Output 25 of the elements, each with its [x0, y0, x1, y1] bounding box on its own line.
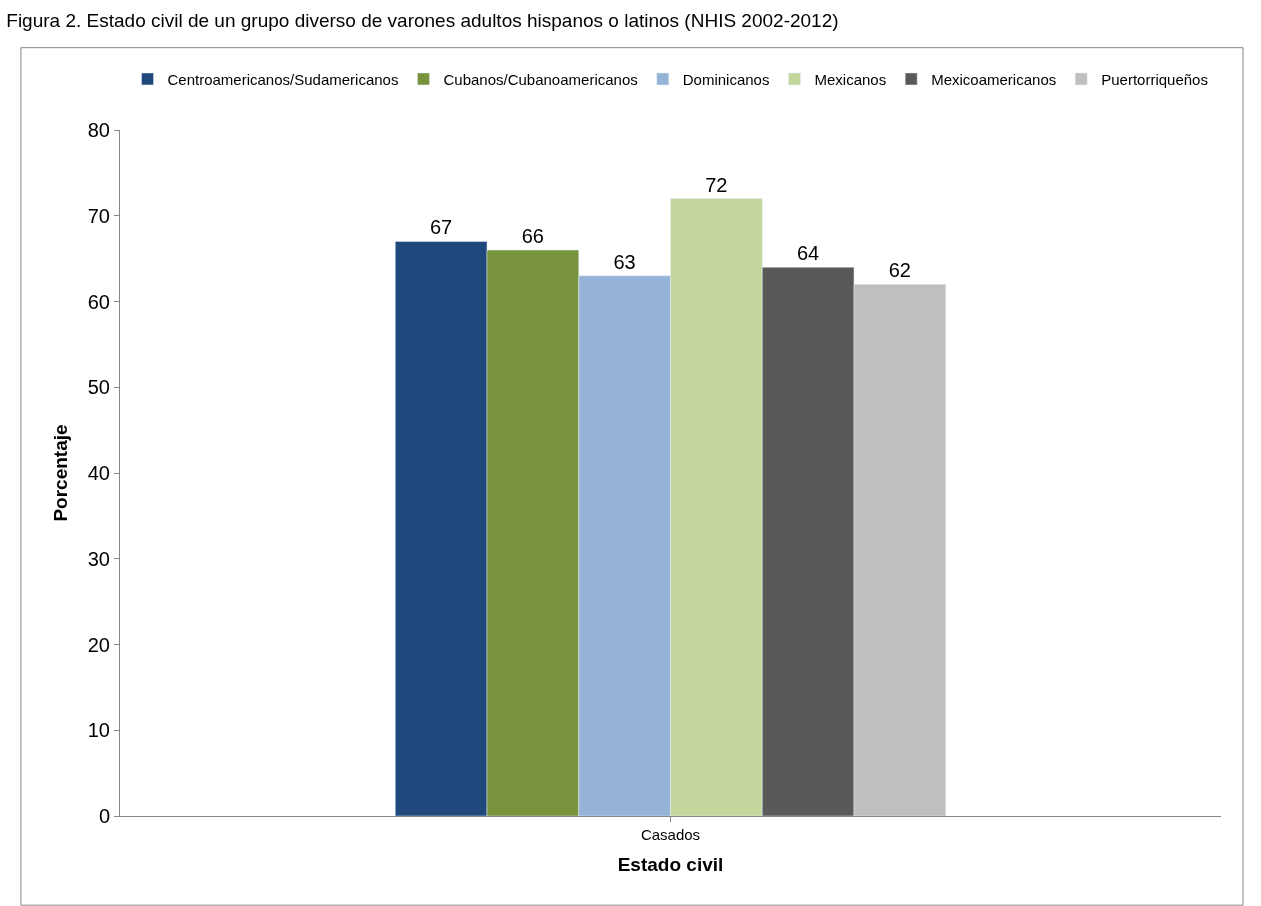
y-tick-label: 30	[87, 547, 110, 570]
data-label: 66	[521, 225, 544, 248]
data-label: 62	[888, 259, 911, 282]
data-label: 67	[430, 216, 453, 239]
legend-label: Mexicanos	[814, 70, 887, 88]
data-label: 63	[613, 250, 636, 273]
y-tick-label: 20	[87, 633, 110, 656]
data-label: 64	[797, 242, 820, 265]
y-tick-label: 60	[87, 290, 110, 313]
x-axis-title: Estado civil	[617, 853, 724, 875]
legend-label: Cubanos/Cubanoamericanos	[443, 70, 638, 88]
y-tick-label: 70	[87, 204, 110, 227]
data-label: 72	[705, 173, 728, 196]
chart-title: Figura 2. Estado civil de un grupo diverso de varones adultos hispanos o latinos (NHIS 2002-2012)	[6, 9, 839, 31]
legend-label: Mexicoamericanos	[931, 70, 1057, 88]
y-tick-label: 40	[87, 462, 110, 484]
y-tick-label: 50	[87, 376, 110, 399]
y-tick-label: 0	[98, 805, 110, 827]
y-tick-label: 10	[87, 719, 110, 742]
x-tick-label: Casados	[640, 826, 701, 843]
legend-label: Dominicanos	[682, 70, 770, 88]
y-axis-title: Porcentaje	[49, 424, 71, 522]
y-tick-label: 80	[87, 119, 110, 141]
legend-label: Puertorriqueños	[1101, 70, 1208, 88]
legend-label: Centroamericanos/Sudamericanos	[167, 70, 399, 88]
